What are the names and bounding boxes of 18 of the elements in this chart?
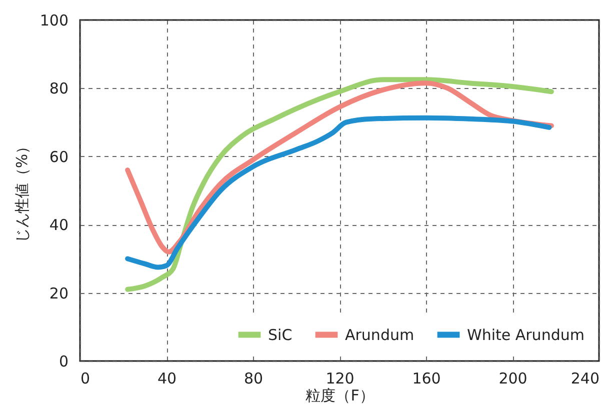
legend-label: White Arundum: [467, 326, 584, 344]
y-tick-label: 60: [49, 148, 68, 166]
y-tick-label: 20: [49, 284, 68, 302]
x-tick-label: 0: [80, 370, 90, 388]
x-tick-label: 120: [326, 370, 354, 388]
legend-label: SiC: [268, 326, 292, 344]
x-axis-title: 粒度（F）: [306, 386, 374, 404]
x-tick-label: 40: [157, 370, 177, 388]
y-tick-label: 80: [49, 80, 68, 98]
y-tick-label: 0: [58, 352, 68, 370]
legend-label: Arundum: [345, 326, 414, 344]
x-tick-label: 200: [498, 370, 528, 388]
y-tick-label: 100: [40, 12, 68, 30]
x-tick-label: 160: [412, 370, 441, 388]
y-tick-label: 40: [49, 216, 68, 234]
x-tick-label: 80: [244, 370, 264, 388]
y-axis-title: じん性値（%）: [12, 138, 31, 244]
x-tick-label: 240: [570, 370, 600, 388]
